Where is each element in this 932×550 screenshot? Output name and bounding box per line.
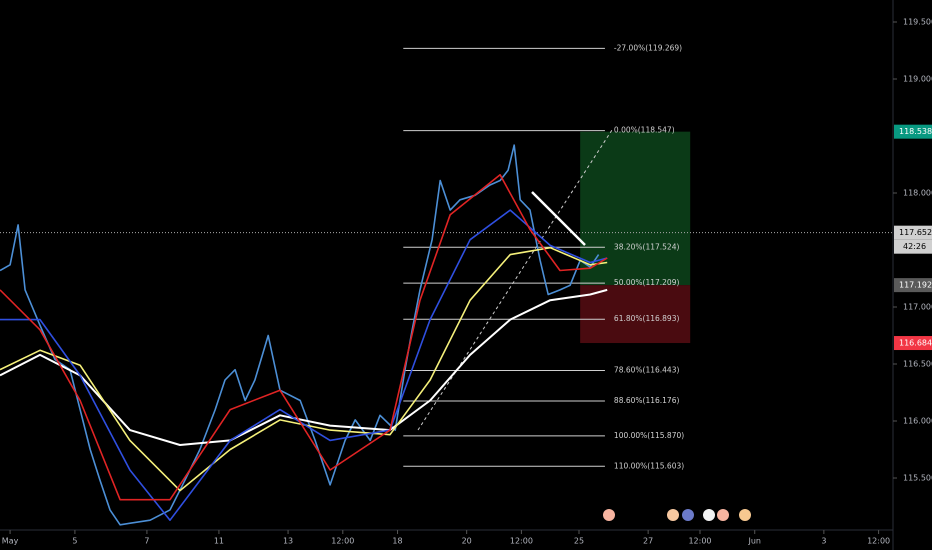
x-tick-label: 3 [821,537,826,546]
series-line [0,174,608,501]
stop-zone [580,285,691,344]
y-tick-label: 118.000 [903,189,932,198]
fib-label: -27.00%(119.269) [614,43,682,52]
x-tick-label: 13 [283,537,293,546]
x-tick-label: 12:00 [688,537,711,546]
x-tick-label: 20 [462,537,472,546]
price-marker [894,278,932,293]
event-icon[interactable] [603,509,615,521]
y-tick-label: 116.000 [903,417,932,426]
fib-label: 38.20%(117.524) [614,242,680,251]
y-tick-label: 117.000 [903,303,932,312]
x-tick-label: 11 [214,537,224,546]
price-marker [894,124,932,139]
y-tick-label: 119.500 [903,18,932,27]
target-zone [580,131,691,286]
event-icon[interactable] [703,509,715,521]
x-tick-label: 7 [144,537,149,546]
price-marker-label: 117.652 [899,228,932,237]
price-marker-label: 117.192 [899,281,932,290]
price-marker [894,336,932,351]
countdown-box [894,239,932,254]
fib-label: 78.60%(116.443) [614,366,680,375]
x-tick-label: 12:00 [867,537,890,546]
series-line [0,144,600,526]
fib-label: 110.00%(115.603) [614,461,684,470]
series-line [0,209,608,521]
x-tick-label: 25 [574,537,584,546]
fib-label: 100.00%(115.870) [614,431,684,440]
countdown: 42:26 [903,242,926,251]
price-marker-label: 116.684 [899,339,932,348]
x-tick-label: 12:00 [510,537,533,546]
y-tick-label: 119.000 [903,75,932,84]
series-line [0,246,608,492]
x-tick-label: 27 [643,537,653,546]
x-tick-label: 5 [72,537,77,546]
event-icon[interactable] [739,509,751,521]
event-icon[interactable] [717,509,729,521]
trend-line [531,191,586,246]
fib-label: 61.80%(116.893) [614,314,680,323]
x-tick-label: May [2,537,19,546]
x-tick-label: Jun [747,537,761,546]
event-icon[interactable] [682,509,694,521]
x-tick-label: 12:00 [331,537,354,546]
series-line [0,288,608,446]
fib-label: 50.00%(117.209) [614,278,680,287]
fib-label: 88.60%(116.176) [614,396,680,405]
y-tick-label: 116.500 [903,360,932,369]
fib-label: 0.00%(118.547) [614,126,675,135]
x-tick-label: 18 [392,537,402,546]
price-marker-label: 118.538 [899,127,932,136]
y-tick-label: 115.500 [903,474,932,483]
price-marker [894,225,932,240]
event-icons [603,509,751,521]
event-icon[interactable] [667,509,679,521]
